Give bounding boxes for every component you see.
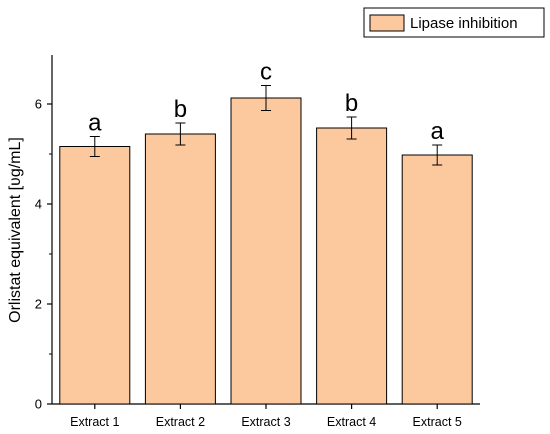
- significance-label-1: a: [88, 110, 102, 137]
- y-ticks: 0 2 4 6: [35, 97, 52, 412]
- y-tick-label: 6: [35, 97, 42, 112]
- error-bars: [89, 85, 443, 166]
- y-tick-label: 2: [35, 297, 42, 312]
- significance-label-3: c: [260, 59, 272, 86]
- bar-2: [144, 133, 216, 405]
- x-tick-label: Extract 4: [327, 415, 376, 429]
- bar-1: [59, 146, 131, 405]
- x-tick-label: Extract 3: [241, 415, 290, 429]
- legend-swatch: [369, 14, 405, 32]
- bar-3: [230, 97, 302, 405]
- x-tick-label: Extract 5: [413, 415, 462, 429]
- y-tick-label: 0: [35, 397, 42, 412]
- x-tick-label: Extract 1: [70, 415, 119, 429]
- significance-label-5: a: [431, 118, 445, 145]
- x-ticks: Extract 1 Extract 2 Extract 3 Extract 4 Extr…: [70, 404, 462, 429]
- significance-label-4: b: [345, 90, 358, 117]
- significance-label-2: b: [174, 96, 187, 123]
- legend-label: Lipase inhibition: [410, 15, 518, 32]
- x-tick-label: Extract 2: [156, 415, 205, 429]
- significance-labels: a b c b a: [88, 59, 444, 146]
- legend: Lipase inhibition: [363, 7, 545, 38]
- y-axis-title: Orlistat equivalent [ʋg/mL]: [7, 137, 24, 323]
- bars: [59, 97, 473, 405]
- bar-4: [316, 127, 388, 405]
- bar-5: [401, 154, 473, 405]
- y-tick-label: 4: [35, 197, 42, 212]
